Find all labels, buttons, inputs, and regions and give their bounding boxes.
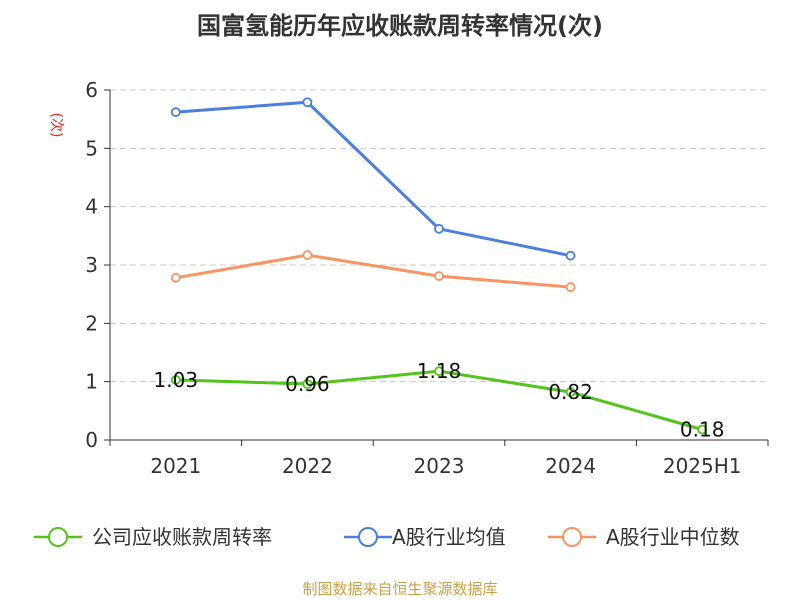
- data-point-0-3: [565, 387, 576, 398]
- x-tick-label-2021: 2021: [150, 454, 201, 478]
- y-tick-label-4: 4: [85, 195, 98, 219]
- source-note: 制图数据来自恒生聚源数据库: [302, 580, 497, 598]
- legend-marker-2: [562, 527, 582, 547]
- y-tick-labels: 0 1 2 3 4 5 6: [85, 78, 98, 452]
- data-label-2: 1.18: [417, 359, 462, 383]
- data-point-2-1: [302, 250, 313, 260]
- y-tick-label-2: 2: [85, 311, 98, 335]
- series-layer: [170, 97, 708, 435]
- chart-title: 国富氢能历年应收账款周转率情况(次): [197, 12, 603, 40]
- legend-item-0: 公司应收账款周转率: [34, 525, 272, 549]
- data-label-1: 0.96: [285, 372, 330, 396]
- data-point-1-1: [302, 97, 313, 108]
- data-point-2-3: [565, 282, 576, 293]
- series-line-1: [175, 100, 571, 258]
- data-label-3: 0.82: [548, 380, 593, 404]
- y-tick-label-3: 3: [85, 253, 98, 277]
- data-label-0: 1.03: [154, 368, 199, 392]
- data-point-0-1: [302, 379, 313, 389]
- series-2: [170, 250, 576, 293]
- data-label-4: 0.18: [680, 418, 725, 442]
- x-tick-label-2025H1: 2025H1: [663, 454, 742, 478]
- legend-label-1: A股行业均值: [392, 525, 506, 549]
- x-tick-label-2023: 2023: [414, 454, 465, 478]
- gridlines: [110, 89, 768, 383]
- x-tick-labels: 2021 2022 2023 2024 2025H1: [150, 454, 741, 478]
- data-labels: 1.03 0.96 1.18 0.82 0.18: [154, 359, 725, 441]
- data-point-1-2: [434, 223, 444, 234]
- data-point-0-4: [697, 424, 708, 435]
- y-tick-label-1: 1: [85, 370, 98, 394]
- data-point-1-0: [170, 107, 181, 118]
- legend-item-2: A股行业中位数: [548, 525, 740, 549]
- data-point-2-0: [170, 272, 181, 283]
- legend-marker-0: [48, 527, 68, 547]
- legend-item-1: A股行业均值: [344, 525, 506, 549]
- y-tick-label-6: 6: [85, 78, 98, 102]
- x-tick-label-2024: 2024: [545, 454, 596, 478]
- y-axis-label: (次): [48, 113, 64, 138]
- data-point-0-0: [170, 375, 181, 385]
- legend-label-2: A股行业中位数: [606, 525, 740, 549]
- x-tick-label-2022: 2022: [282, 454, 333, 478]
- series-line-2: [175, 253, 571, 289]
- data-point-2-2: [434, 271, 444, 281]
- data-point-1-3: [565, 250, 576, 261]
- series-1: [170, 97, 576, 261]
- y-tick-label-5: 5: [85, 136, 98, 160]
- data-point-0-2: [434, 366, 444, 377]
- legend-marker-1: [358, 527, 378, 547]
- series-0: [170, 366, 708, 435]
- legend-label-0: 公司应收账款周转率: [92, 525, 272, 549]
- axes: [104, 89, 769, 446]
- legend: 公司应收账款周转率 A股行业均值 A股行业中位数: [34, 525, 740, 549]
- y-tick-label-0: 0: [85, 428, 98, 452]
